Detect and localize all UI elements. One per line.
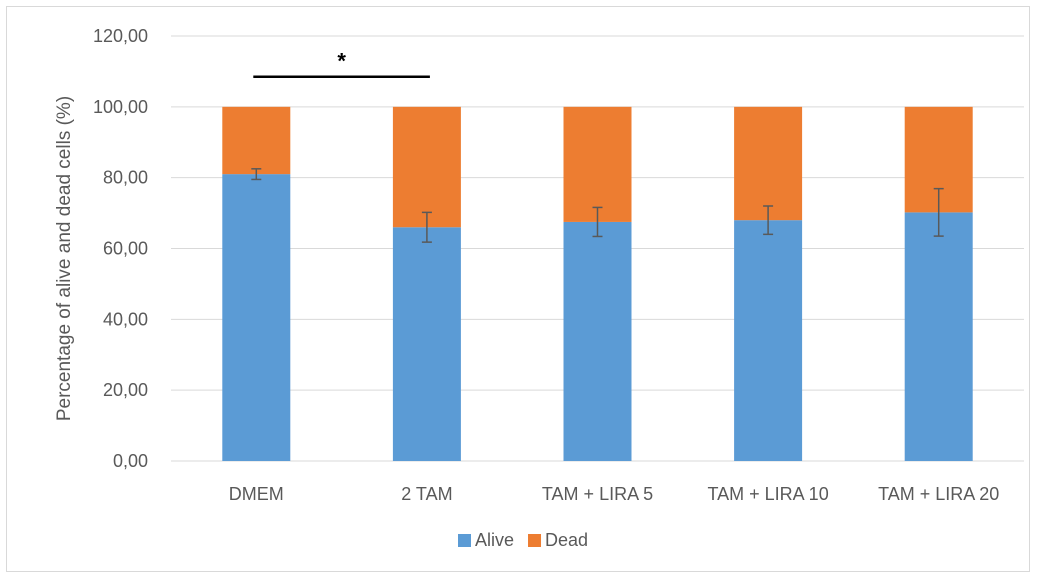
- legend-item-alive: Alive: [458, 530, 514, 550]
- significance-annotation: *: [253, 49, 430, 78]
- y-tick-label: 60,00: [103, 239, 148, 259]
- bars: [222, 106, 973, 461]
- y-tick-label: 120,00: [93, 26, 148, 46]
- bar-dead: [563, 106, 632, 222]
- y-tick-label: 20,00: [103, 380, 148, 400]
- error-bar: [251, 168, 262, 181]
- legend: Alive Dead: [458, 530, 588, 550]
- chart-frame: [6, 6, 1030, 572]
- y-tick-label: 40,00: [103, 309, 148, 329]
- y-tick-label: 0,00: [113, 451, 148, 471]
- bar-alive: [734, 220, 803, 461]
- error-bar: [933, 187, 944, 237]
- bar-alive: [222, 174, 291, 461]
- bar-dead: [734, 106, 803, 221]
- y-tick-label: 100,00: [93, 97, 148, 117]
- bar-dead: [392, 106, 461, 228]
- legend-item-dead: Dead: [528, 530, 588, 550]
- error-bar: [592, 206, 603, 238]
- significance-star: *: [337, 49, 346, 74]
- x-axis-tick-labels: DMEM 2 TAM TAM + LIRA 5 TAM + LIRA 10 TAM + …: [229, 484, 1000, 504]
- x-tick-label: TAM + LIRA 10: [707, 484, 828, 504]
- legend-label: Alive: [475, 530, 514, 550]
- y-tick-label: 80,00: [103, 168, 148, 188]
- legend-swatch: [528, 534, 542, 547]
- legend-swatch: [458, 534, 471, 547]
- y-axis-label: Percentage of alive and dead cells (%): [54, 96, 75, 421]
- error-bar: [421, 211, 432, 243]
- x-tick-label: TAM + LIRA 20: [878, 484, 999, 504]
- legend-label: Dead: [545, 530, 588, 550]
- bar-alive: [392, 227, 461, 461]
- x-tick-label: 2 TAM: [401, 484, 452, 504]
- x-tick-label: TAM + LIRA 5: [542, 484, 653, 504]
- bar-dead: [222, 106, 291, 175]
- bar-alive: [904, 212, 973, 461]
- error-bars: [251, 168, 944, 243]
- bar-alive: [563, 221, 632, 461]
- y-axis-tick-labels: 0,00 20,00 40,00 60,00 80,00 100,00 120,00: [93, 26, 148, 471]
- error-bar: [763, 205, 774, 236]
- x-tick-label: DMEM: [229, 484, 284, 504]
